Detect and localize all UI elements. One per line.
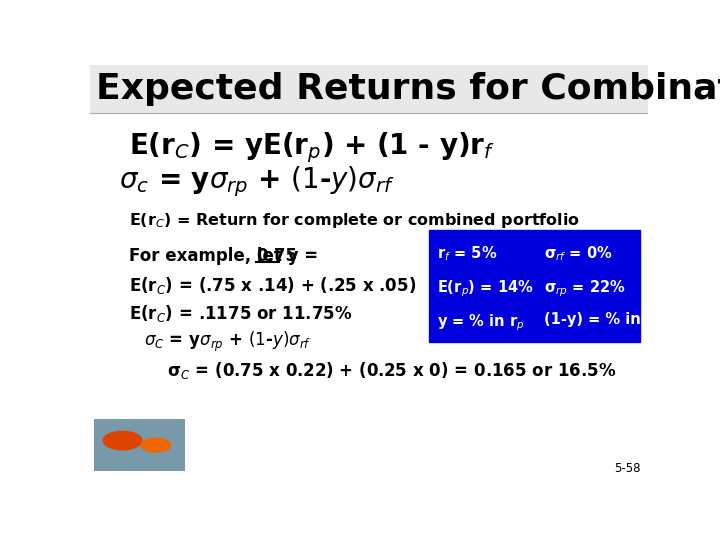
Text: σ$_C$ = (0.75 x 0.22) + (0.25 x 0) = 0.165 or 16.5%: σ$_C$ = (0.75 x 0.22) + (0.25 x 0) = 0.1… — [144, 360, 617, 381]
Text: Expected Returns for Combinations: Expected Returns for Combinations — [96, 72, 720, 106]
Text: σ$_{rp}$ = 22%: σ$_{rp}$ = 22% — [544, 278, 626, 299]
FancyBboxPatch shape — [429, 231, 640, 342]
FancyBboxPatch shape — [94, 419, 185, 471]
Text: E(r$_C$) = (.75 x .14) + (.25 x .05): E(r$_C$) = (.75 x .14) + (.25 x .05) — [129, 275, 416, 296]
Text: y = % in r$_p$: y = % in r$_p$ — [437, 312, 525, 333]
Text: E(r$_C$) = yE(r$_p$) + (1 - y)r$_f$: E(r$_C$) = yE(r$_p$) + (1 - y)r$_f$ — [129, 131, 495, 165]
Text: For example, let y =: For example, let y = — [129, 247, 323, 265]
Text: 0.75: 0.75 — [256, 247, 297, 265]
Text: $\sigma_C$ = y$\sigma_{rp}$ + $(1$-$y)\sigma_{rf}$: $\sigma_C$ = y$\sigma_{rp}$ + $(1$-$y)\s… — [144, 330, 312, 354]
Text: E(r$_C$) = Return for complete or combined portfolio: E(r$_C$) = Return for complete or combin… — [129, 211, 580, 230]
Text: E(r$_C$) = .1175 or 11.75%: E(r$_C$) = .1175 or 11.75% — [129, 303, 352, 324]
Text: r$_f$ = 5%: r$_f$ = 5% — [437, 244, 498, 263]
Text: E(r$_p$) = 14%: E(r$_p$) = 14% — [437, 278, 534, 299]
FancyBboxPatch shape — [90, 65, 648, 112]
Text: $\sigma$$_c$ = y$\sigma$$_{rp}$ + $(1$-$y)\sigma$$_{rf}$: $\sigma$$_c$ = y$\sigma$$_{rp}$ + $(1$-$… — [120, 165, 395, 199]
Text: (1-y) = % in rf: (1-y) = % in rf — [544, 312, 660, 327]
Text: 5-58: 5-58 — [613, 462, 640, 475]
Ellipse shape — [103, 431, 142, 450]
Ellipse shape — [141, 438, 171, 452]
Text: σ$_{rf}$ = 0%: σ$_{rf}$ = 0% — [544, 244, 613, 263]
